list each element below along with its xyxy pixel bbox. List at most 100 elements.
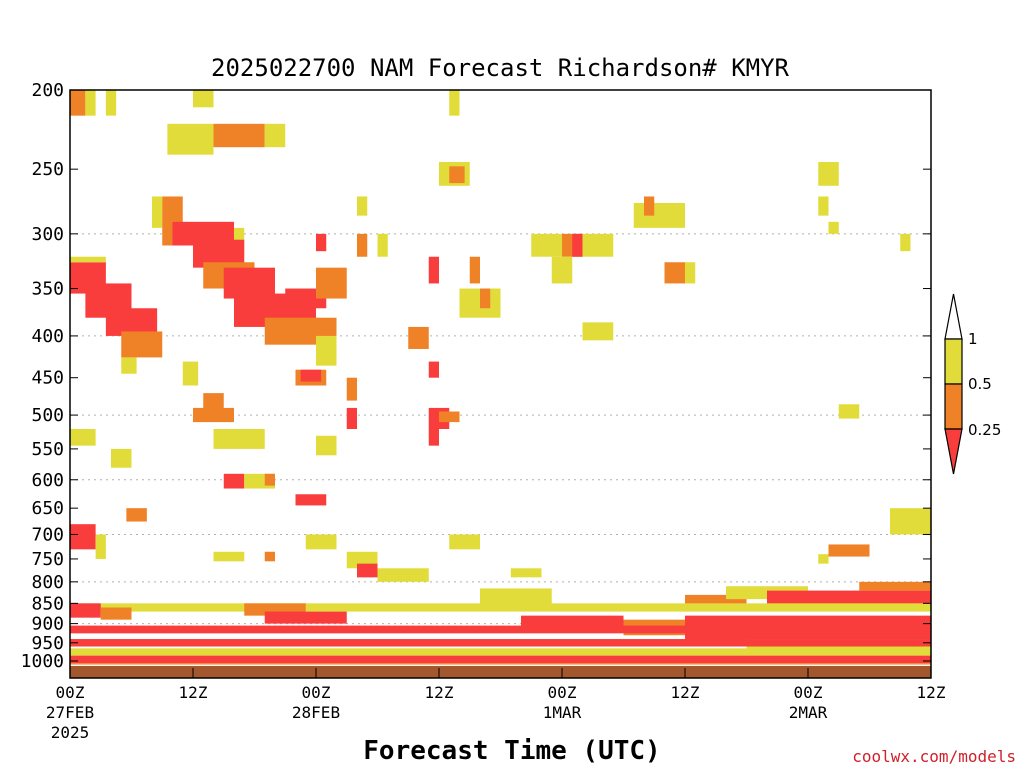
cell-36 — [70, 428, 96, 446]
cell-101 — [70, 625, 931, 634]
cell-19 — [121, 331, 163, 358]
cell-49 — [428, 256, 439, 284]
chart-title: 2025022700 NAM Forecast Richardson# KMYR — [211, 54, 790, 82]
x-tick-year-0: 2025 — [51, 723, 90, 742]
x-tick-date-2: 28FEB — [292, 703, 340, 722]
cell-85 — [449, 534, 480, 550]
cell-70 — [818, 196, 829, 216]
x-tick-label-0: 00Z — [56, 683, 85, 702]
cell-65 — [644, 196, 655, 216]
cell-77 — [70, 524, 96, 550]
cell-73 — [890, 508, 931, 535]
x-axis-label: Forecast Time (UTC) — [363, 736, 660, 766]
cell-71 — [900, 233, 911, 252]
cell-45 — [316, 233, 327, 252]
cell-31 — [182, 361, 199, 386]
cell-50 — [469, 256, 480, 284]
cell-23 — [223, 267, 275, 299]
x-tick-label-1: 12Z — [179, 683, 208, 702]
cell-87 — [510, 568, 542, 578]
legend-over-triangle — [944, 293, 963, 340]
y-tick-label-950: 950 — [31, 633, 64, 654]
cell-104 — [70, 655, 931, 664]
cell-16 — [70, 256, 106, 263]
y-tick-label-750: 750 — [31, 549, 64, 570]
cell-62 — [551, 256, 573, 284]
cell-67 — [685, 262, 696, 284]
legend-orange-swatch — [944, 383, 963, 430]
cell-11 — [152, 196, 163, 228]
cell-66 — [664, 262, 685, 284]
cell-96 — [264, 611, 347, 624]
cell-18 — [105, 308, 158, 336]
cell-91 — [859, 581, 931, 591]
cell-0 — [70, 90, 86, 116]
y-tick-label-600: 600 — [31, 470, 64, 491]
cell-54 — [439, 411, 460, 423]
cell-80 — [264, 551, 275, 562]
cell-94 — [100, 607, 132, 620]
cell-103 — [70, 648, 931, 656]
x-tick-date-4: 1MAR — [543, 703, 582, 722]
x-tick-label-4: 00Z — [548, 683, 577, 702]
plot-frame — [69, 89, 932, 679]
y-tick-label-800: 800 — [31, 572, 64, 593]
cell-27 — [316, 267, 347, 299]
cell-46 — [357, 233, 368, 257]
cell-105 — [70, 663, 931, 665]
cell-52 — [428, 361, 439, 378]
cell-6 — [264, 123, 286, 148]
cell-61 — [582, 233, 614, 257]
cell-7 — [449, 90, 460, 116]
cell-86 — [480, 588, 552, 608]
cell-2 — [105, 90, 117, 116]
legend-under-triangle — [944, 428, 963, 475]
cell-64 — [633, 202, 685, 228]
legend-yellow-swatch — [944, 338, 963, 385]
cell-93 — [70, 603, 101, 618]
cell-102 — [70, 639, 931, 647]
cell-28 — [316, 335, 337, 366]
cell-9 — [449, 166, 465, 184]
cell-4 — [167, 123, 214, 155]
y-tick-label-1000: 1000 — [21, 651, 64, 672]
y-tick-label-650: 650 — [31, 498, 64, 519]
heatmap-cells — [70, 90, 931, 665]
legend-label-0-25: 0.25 — [968, 421, 1001, 439]
cell-13 — [172, 221, 234, 246]
y-tick-label-350: 350 — [31, 279, 64, 300]
y-tick-label-900: 900 — [31, 614, 64, 635]
cell-47 — [377, 233, 388, 257]
y-tick-label-500: 500 — [31, 405, 64, 426]
y-tick-label-250: 250 — [31, 159, 64, 180]
cell-79 — [213, 551, 245, 562]
cell-41 — [126, 508, 147, 522]
cell-42 — [316, 435, 337, 456]
cell-5 — [213, 123, 265, 148]
cell-33 — [193, 407, 234, 423]
legend-label-0-5: 0.5 — [968, 375, 992, 393]
cell-69 — [828, 221, 839, 234]
cell-20 — [121, 357, 137, 374]
cell-3 — [193, 90, 214, 108]
cell-39 — [264, 473, 275, 486]
cell-35 — [111, 448, 132, 468]
cell-90 — [767, 590, 931, 608]
x-tick-label-6: 00Z — [794, 683, 823, 702]
cell-10 — [818, 161, 839, 186]
cell-78 — [95, 534, 106, 559]
x-tick-label-7: 12Z — [917, 683, 946, 702]
cell-57 — [480, 288, 491, 309]
cell-44 — [346, 377, 357, 401]
cell-92 — [70, 603, 931, 612]
x-tick-label-5: 12Z — [671, 683, 700, 702]
cell-60 — [572, 233, 583, 257]
cell-48 — [357, 196, 368, 216]
cell-58 — [531, 233, 562, 257]
cell-63 — [582, 322, 614, 341]
legend-label-1: 1 — [968, 330, 978, 348]
cell-81 — [305, 534, 337, 550]
x-tick-label-3: 12Z — [425, 683, 454, 702]
